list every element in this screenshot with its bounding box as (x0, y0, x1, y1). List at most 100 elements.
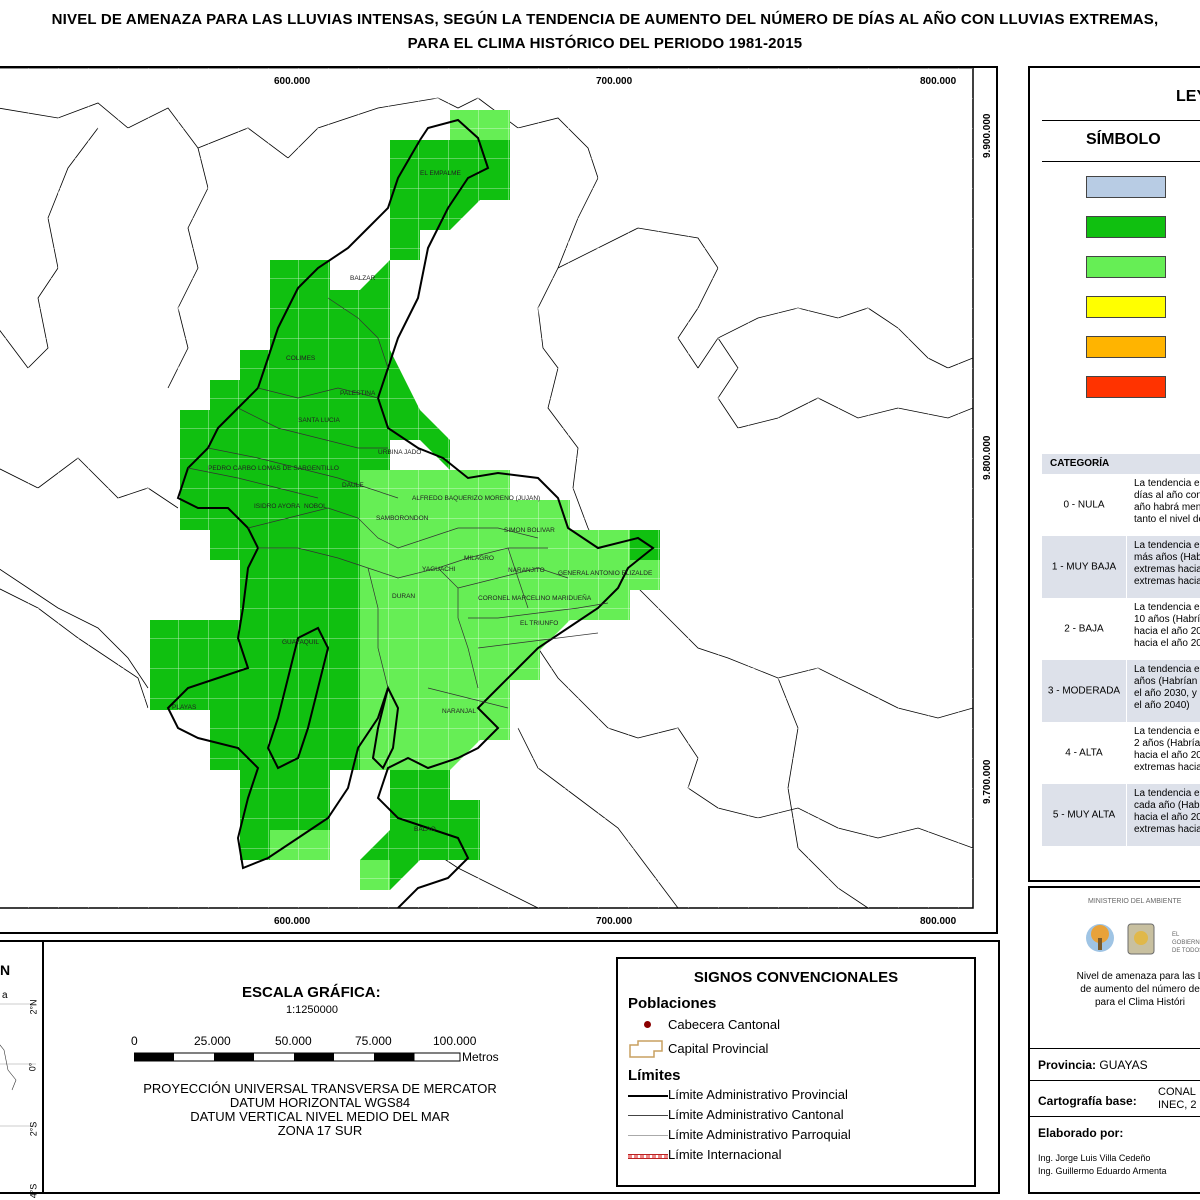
scale-bar (134, 1052, 461, 1062)
town-labels: EL EMPALME BALZAR COLIMES PALESTINA SANT… (172, 170, 653, 833)
scale-tick: 75.000 (355, 1034, 392, 1048)
legend-swatch-alta (1086, 336, 1166, 358)
town-label: SIMON BOLIVAR (504, 527, 555, 534)
province-boundary (166, 118, 655, 908)
x-tick-top: 800.000 (920, 76, 957, 87)
town-label: NARANJAL (442, 708, 476, 715)
town-label: YAGUACHI (422, 566, 456, 573)
map-canvas: EL EMPALME BALZAR COLIMES PALESTINA SANT… (0, 68, 974, 909)
category-name: 1 - MUY BAJA (1051, 561, 1117, 573)
category-desc: La tendencia es cada año (Habr hacia el … (1134, 788, 1200, 836)
legend-swatch-muy-baja (1086, 216, 1166, 238)
town-label: EL TRIUNFO (520, 620, 558, 627)
desc-line: para el Clima Históri (1094, 997, 1186, 1008)
desc-line: año habrá men (1134, 502, 1200, 513)
desc-line: de aumento del número de (1080, 984, 1200, 995)
category-name: 5 - MUY ALTA (1052, 809, 1116, 821)
category-row: 0 - NULA La tendencia es días al año con… (1042, 474, 1200, 536)
svg-text:EL: EL (1172, 932, 1180, 938)
svg-text:GOBIERNO: GOBIERNO (1172, 940, 1200, 946)
category-row: 1 - MUY BAJA La tendencia es más años (H… (1042, 536, 1200, 598)
desc-line: La tendencia es (1134, 602, 1200, 613)
desc-line: extremas hacia (1134, 576, 1200, 587)
authors: Ing. Jorge Luis Villa Cedeño Ing. Guille… (1038, 1152, 1167, 1178)
locator-text: a (2, 990, 8, 1001)
town-label: PALESTINA (340, 390, 376, 397)
author: Ing. Jorge Luis Villa Cedeño (1038, 1153, 1151, 1163)
cabecera-icon (644, 1021, 651, 1028)
town-label: PEDRO CARBO (208, 465, 256, 472)
province-value: GUAYAS (1099, 1058, 1148, 1072)
province-label: Provincia: (1038, 1058, 1097, 1072)
town-label: CORONEL MARCELINO MARIDUEÑA (478, 593, 592, 602)
base-row: Cartografía base: (1038, 1094, 1137, 1108)
category-desc: La tendencia es años (Habrían el año 203… (1134, 664, 1200, 712)
limit-line-cantonal (628, 1115, 668, 1116)
town-label: GUAYAQUIL (282, 639, 319, 646)
category-header: CATEGORÍA (1042, 454, 1200, 474)
legend-swatch-baja (1086, 256, 1166, 278)
lat-label: 2°S (28, 1121, 39, 1137)
town-label: BALZAR (350, 275, 376, 282)
projection-line: ZONA 17 SUR (277, 1123, 363, 1138)
desc-line: cada año (Habr (1134, 800, 1200, 811)
town-label: DAULE (342, 482, 364, 489)
category-row: 2 - BAJA La tendencia es 10 años (Habría… (1042, 598, 1200, 660)
town-label: URBINA JADO (378, 449, 421, 456)
author: Ing. Guillermo Eduardo Armenta (1038, 1166, 1167, 1176)
desc-line: hacia el año 20 (1134, 626, 1200, 637)
y-tick-right: 9.800.000 (982, 435, 993, 481)
info-divider (1030, 1048, 1200, 1049)
category-desc: La tendencia es 10 años (Habría hacia el… (1134, 602, 1200, 650)
locator-label: N (0, 962, 11, 978)
info-divider (1030, 1116, 1200, 1117)
base-value-line: INEC, 2 (1158, 1099, 1197, 1111)
desc-line: extremas hacia (1134, 824, 1200, 835)
legend-title: LEYENDA (1176, 88, 1200, 105)
lat-label: 2°N (28, 999, 39, 1015)
category-row: 4 - ALTA La tendencia e 2 años (Habría h… (1042, 722, 1200, 784)
conventional-signs-panel: SIGNOS CONVENCIONALES Poblaciones Cabece… (616, 957, 976, 1187)
town-label: EL EMPALME (420, 170, 461, 177)
scale-panel (0, 940, 1000, 1194)
symbol-header: SÍMBOLO (1042, 120, 1200, 162)
x-tick-bottom: 700.000 (596, 916, 633, 927)
town-label: MILAGRO (464, 555, 494, 562)
desc-line: hacia el año 20 (1134, 750, 1200, 761)
category-name: 0 - NULA (1063, 499, 1105, 511)
town-label: NOBOL (304, 503, 327, 510)
desc-line: el año 2030, y (1134, 688, 1197, 699)
desc-line: hacia el año 20 (1134, 638, 1200, 649)
desc-line: La tendencia e (1134, 726, 1200, 737)
ministry-label: MINISTERIO DEL AMBIENTE (1088, 898, 1182, 905)
town-label: SAMBORONDON (376, 515, 429, 522)
desc-line: La tendencia es (1134, 788, 1200, 799)
desc-line: extremas hacia (1134, 564, 1200, 575)
desc-line: hacia el año 20 (1134, 812, 1200, 823)
title-line-2: PARA EL CLIMA HISTÓRICO DEL PERIODO 1981… (407, 35, 803, 52)
limit-label: Límite Administrativo Cantonal (668, 1107, 844, 1122)
coastline (0, 568, 149, 689)
category-desc: La tendencia es días al año con año habr… (1134, 478, 1200, 526)
town-label: ISIDRO AYORA (254, 503, 301, 510)
scale-tick: 100.000 (433, 1034, 477, 1048)
category-row: 5 - MUY ALTA La tendencia es cada año (H… (1042, 784, 1200, 846)
scale-unit: Metros (462, 1050, 499, 1064)
map-description: Nivel de amenaza para las L de aumento d… (1040, 970, 1200, 1009)
projection-line: DATUM VERTICAL NIVEL MEDIO DEL MAR (190, 1109, 450, 1124)
projection-line: PROYECCIÓN UNIVERSAL TRANSVERSA DE MERCA… (143, 1081, 497, 1096)
x-tick-bottom: 600.000 (274, 916, 311, 927)
lat-label: 0° (27, 1062, 38, 1072)
made-by-label: Elaborado por: (1038, 1126, 1124, 1140)
category-name: 3 - MODERADA (1047, 685, 1121, 697)
town-label: DURAN (392, 593, 415, 600)
category-desc: La tendencia es más años (Habrá extremas… (1134, 540, 1200, 588)
info-panel: MINISTERIO DEL AMBIENTE EL GOBIERNO DE T… (1028, 886, 1200, 1194)
projection-line: DATUM HORIZONTAL WGS84 (229, 1095, 411, 1110)
limit-label: Límite Internacional (668, 1147, 782, 1162)
desc-line: 10 años (Habría (1134, 614, 1200, 625)
info-divider (1030, 1080, 1200, 1081)
limit-line-provincial (628, 1095, 668, 1097)
lat-label: 4°S (28, 1183, 39, 1199)
x-tick-top: 700.000 (596, 76, 633, 87)
